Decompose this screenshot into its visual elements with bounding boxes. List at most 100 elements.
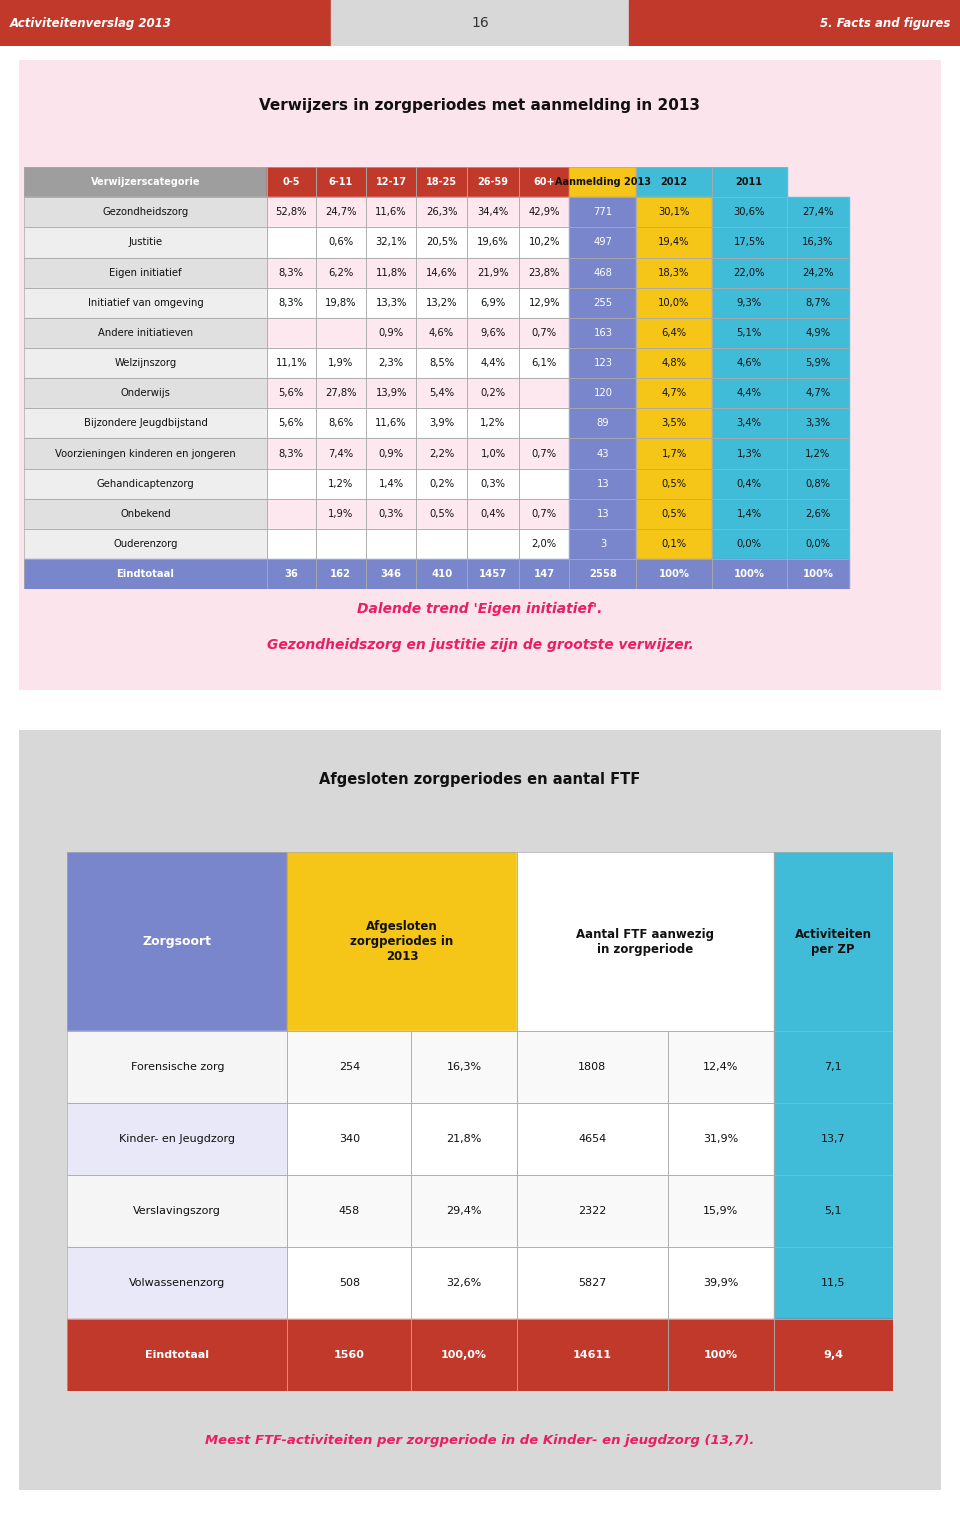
- Text: 7,4%: 7,4%: [328, 449, 353, 459]
- Text: 123: 123: [593, 358, 612, 369]
- Text: 7,1: 7,1: [825, 1063, 842, 1072]
- Bar: [519, 528, 569, 559]
- Bar: [24, 227, 267, 258]
- Text: 2,6%: 2,6%: [805, 508, 830, 519]
- Text: 89: 89: [597, 418, 610, 429]
- Bar: [287, 851, 516, 1032]
- Bar: [516, 1103, 668, 1175]
- Bar: [267, 167, 316, 197]
- Bar: [316, 528, 366, 559]
- Text: 254: 254: [339, 1063, 360, 1072]
- Text: 2,3%: 2,3%: [378, 358, 404, 369]
- Bar: [467, 378, 519, 409]
- Bar: [366, 287, 417, 318]
- Bar: [636, 468, 711, 499]
- Bar: [24, 318, 267, 349]
- Bar: [417, 167, 467, 197]
- Bar: [787, 378, 849, 409]
- Bar: [467, 559, 519, 590]
- Text: 9,4: 9,4: [823, 1350, 843, 1361]
- Text: 52,8%: 52,8%: [276, 207, 307, 217]
- Text: 12,4%: 12,4%: [703, 1063, 738, 1072]
- Text: 6,2%: 6,2%: [328, 267, 353, 278]
- Bar: [287, 1247, 411, 1319]
- Bar: [519, 468, 569, 499]
- Bar: [417, 318, 467, 349]
- Text: 18-25: 18-25: [426, 177, 457, 187]
- Bar: [24, 499, 267, 528]
- Bar: [569, 258, 636, 287]
- Bar: [316, 559, 366, 590]
- Bar: [316, 349, 366, 378]
- Bar: [366, 468, 417, 499]
- Bar: [467, 167, 519, 197]
- Bar: [417, 559, 467, 590]
- Bar: [417, 197, 467, 227]
- Bar: [67, 1247, 287, 1319]
- Bar: [467, 167, 519, 197]
- Bar: [668, 1103, 774, 1175]
- Text: 2011: 2011: [735, 177, 762, 187]
- Bar: [636, 559, 711, 590]
- Bar: [24, 559, 267, 590]
- Text: 26-59: 26-59: [477, 177, 509, 187]
- Bar: [516, 851, 774, 1032]
- Bar: [24, 468, 267, 499]
- Text: Afgesloten zorgperiodes en aantal FTF: Afgesloten zorgperiodes en aantal FTF: [320, 771, 640, 786]
- Bar: [636, 438, 711, 468]
- Bar: [67, 1319, 287, 1392]
- Text: 4,6%: 4,6%: [429, 327, 454, 338]
- Bar: [516, 1247, 668, 1319]
- Bar: [366, 258, 417, 287]
- Text: 22,0%: 22,0%: [733, 267, 765, 278]
- Text: 2012: 2012: [660, 177, 687, 187]
- Text: 30,1%: 30,1%: [659, 207, 689, 217]
- Bar: [24, 287, 267, 318]
- Bar: [366, 528, 417, 559]
- Bar: [711, 287, 787, 318]
- Bar: [787, 349, 849, 378]
- Bar: [0, 0, 331, 46]
- Bar: [711, 287, 787, 318]
- Text: 147: 147: [534, 570, 555, 579]
- Bar: [366, 197, 417, 227]
- Bar: [787, 528, 849, 559]
- Text: 458: 458: [339, 1206, 360, 1217]
- Bar: [267, 468, 316, 499]
- Bar: [636, 528, 711, 559]
- Bar: [774, 1247, 893, 1319]
- Bar: [366, 438, 417, 468]
- Bar: [467, 349, 519, 378]
- Bar: [24, 258, 267, 287]
- Text: 0,9%: 0,9%: [378, 449, 404, 459]
- Bar: [24, 258, 267, 287]
- Text: 4,6%: 4,6%: [736, 358, 761, 369]
- Text: Bijzondere Jeugdbijstand: Bijzondere Jeugdbijstand: [84, 418, 207, 429]
- Text: 4,7%: 4,7%: [805, 389, 830, 398]
- Text: Volwassenenzorg: Volwassenenzorg: [130, 1278, 226, 1289]
- Text: Verslavingszorg: Verslavingszorg: [133, 1206, 221, 1217]
- Bar: [267, 438, 316, 468]
- Bar: [787, 258, 849, 287]
- Text: 24,7%: 24,7%: [325, 207, 356, 217]
- Text: 2558: 2558: [589, 570, 617, 579]
- Text: 120: 120: [593, 389, 612, 398]
- Text: 24,2%: 24,2%: [803, 267, 833, 278]
- Text: Aantal FTF aanwezig
in zorgperiode: Aantal FTF aanwezig in zorgperiode: [576, 928, 714, 955]
- Bar: [516, 1103, 668, 1175]
- Bar: [417, 438, 467, 468]
- Bar: [711, 378, 787, 409]
- Bar: [417, 378, 467, 409]
- Text: 100%: 100%: [733, 570, 765, 579]
- Bar: [636, 378, 711, 409]
- Text: 5,9%: 5,9%: [805, 358, 830, 369]
- Bar: [467, 258, 519, 287]
- Text: 14,6%: 14,6%: [426, 267, 457, 278]
- Bar: [67, 851, 287, 1032]
- Bar: [411, 1319, 516, 1392]
- Text: Ouderenzorg: Ouderenzorg: [113, 539, 178, 548]
- Text: 19,6%: 19,6%: [477, 238, 509, 247]
- Bar: [24, 227, 267, 258]
- Bar: [787, 409, 849, 438]
- Bar: [417, 349, 467, 378]
